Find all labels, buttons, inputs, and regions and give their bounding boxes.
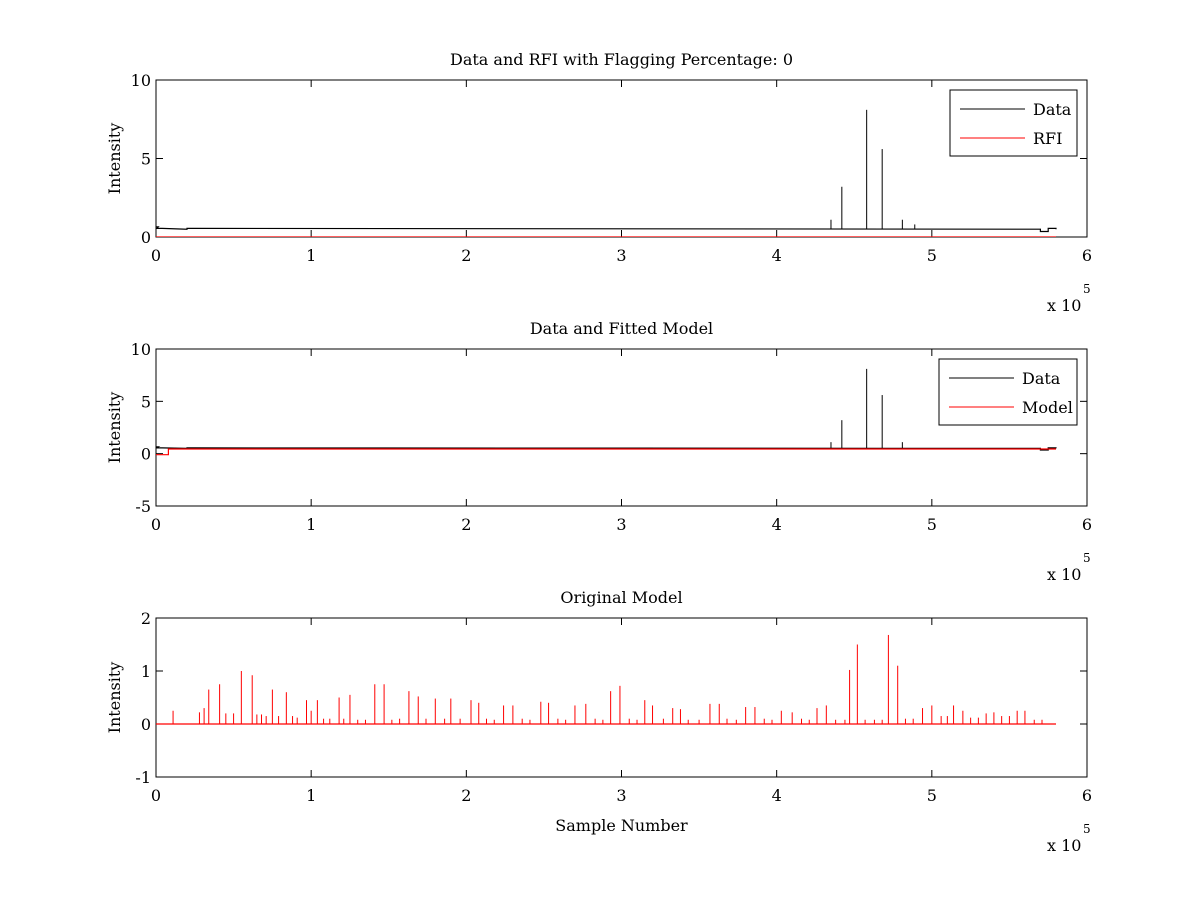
x-multiplier: x 10 [1047, 296, 1081, 315]
y-tick-label: -1 [135, 768, 151, 787]
axes-box [155, 348, 1088, 507]
y-axis-label: Intensity [105, 392, 124, 464]
x-tick-label: 6 [1082, 246, 1092, 265]
x-multiplier: x 10 [1047, 565, 1081, 584]
y-tick-label: 2 [141, 609, 151, 628]
legend-box [949, 89, 1078, 157]
x-tick-label: 0 [151, 786, 161, 805]
x-tick-label: 3 [616, 515, 626, 534]
y-tick-label: 5 [141, 150, 151, 169]
x-multiplier: x 10 [1047, 836, 1081, 855]
x-multiplier-base: x 10 [1047, 565, 1081, 584]
x-tick-label: 0 [151, 515, 161, 534]
plot-area [156, 634, 1056, 725]
legend-box [938, 358, 1078, 426]
subplot-3: Original Model Intensity Sample Number 0 1 2 3… [105, 588, 1092, 855]
x-tick-label: 5 [927, 515, 937, 534]
x-multiplier-base: x 10 [1047, 296, 1081, 315]
y-tick-label: 0 [141, 715, 151, 734]
y-tick-label: 0 [141, 445, 151, 464]
x-tick-label: 2 [461, 246, 471, 265]
x-multiplier-base: x 10 [1047, 836, 1081, 855]
y-tick-label: 10 [131, 340, 151, 359]
chart-title: Data and RFI with Flagging Percentage: 0 [450, 50, 793, 69]
y-tick-label: -5 [135, 497, 151, 516]
x-multiplier-exponent: 5 [1083, 822, 1091, 836]
x-tick-label: 5 [927, 246, 937, 265]
legend-label: Data [1033, 100, 1072, 119]
x-tick-label: 2 [461, 786, 471, 805]
x-axis-label: Sample Number [555, 816, 688, 835]
x-tick-label: 3 [616, 246, 626, 265]
x-tick-label: 6 [1082, 786, 1092, 805]
x-tick-label: 6 [1082, 515, 1092, 534]
plot-area [156, 368, 1057, 456]
axes-box [155, 79, 1088, 238]
chart-title: Data and Fitted Model [530, 319, 713, 338]
x-tick-label: 1 [306, 246, 316, 265]
x-tick-label: 4 [772, 515, 782, 534]
series-line [156, 226, 1057, 233]
y-tick-label: 5 [141, 392, 151, 411]
x-tick-label: 2 [461, 515, 471, 534]
legend-label: Data [1022, 369, 1061, 388]
subplot-1: Data and RFI with Flagging Percentage: 0… [105, 50, 1092, 315]
x-tick-label: 4 [772, 786, 782, 805]
x-tick-label: 1 [306, 515, 316, 534]
x-tick-label: 5 [927, 786, 937, 805]
y-tick-label: 1 [141, 662, 151, 681]
legend: Data Model [938, 358, 1078, 426]
y-tick-label: 0 [141, 228, 151, 247]
legend: Data RFI [949, 89, 1078, 157]
chart-title: Original Model [560, 588, 682, 607]
y-axis-label: Intensity [105, 662, 124, 734]
series-line [156, 446, 1057, 451]
y-axis-label: Intensity [105, 123, 124, 195]
x-tick-label: 0 [151, 246, 161, 265]
x-tick-label: 1 [306, 786, 316, 805]
x-multiplier-exponent: 5 [1083, 551, 1091, 565]
legend-label: RFI [1033, 129, 1062, 148]
y-tick-label: 10 [131, 71, 151, 90]
plot-area [156, 109, 1057, 237]
x-tick-label: 3 [616, 786, 626, 805]
legend-label: Model [1022, 398, 1073, 417]
axes-box [155, 617, 1088, 778]
x-tick-label: 4 [772, 246, 782, 265]
series-line [156, 448, 1056, 456]
x-multiplier-exponent: 5 [1083, 282, 1091, 296]
